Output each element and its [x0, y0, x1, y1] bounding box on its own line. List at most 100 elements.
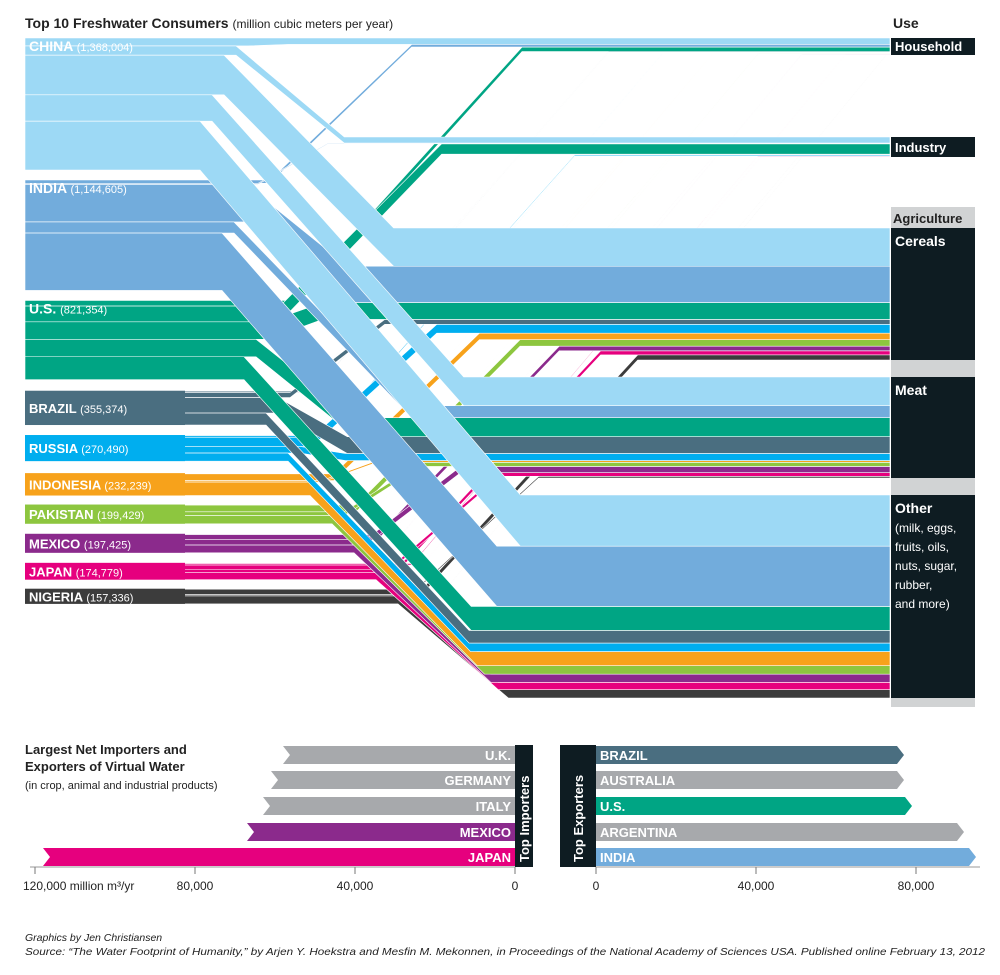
importer-bar-italy [263, 797, 515, 815]
country-band-label-bg [25, 504, 185, 524]
use-block-meat [891, 377, 975, 478]
title-main: Top 10 Freshwater Consumers [25, 15, 229, 31]
country-name: INDONESIA [29, 477, 102, 492]
exporter-bar-brazil [596, 746, 904, 764]
country-band-label-bg [25, 435, 185, 462]
country-band-label-bg [25, 473, 185, 496]
use-block-household [891, 38, 975, 55]
importer-label: JAPAN [468, 850, 511, 865]
country-value: (1,368,004) [77, 42, 133, 54]
use-label-agriculture: Agriculture [893, 211, 962, 226]
importers-label: Top Importers [517, 776, 532, 862]
importer-label: ITALY [476, 799, 512, 814]
exporter-bar-india [596, 848, 976, 866]
exporters-label: Top Exporters [571, 775, 586, 862]
importer-label: U.K. [485, 748, 511, 763]
country-name: BRAZIL [29, 401, 77, 416]
other-note-line: rubber, [895, 578, 932, 592]
flow-india-other [24, 232, 891, 607]
country-name: JAPAN [29, 564, 72, 579]
importer-bar-mexico [247, 823, 515, 841]
use-label-cereals: Cereals [895, 233, 946, 249]
other-note-line: fruits, oils, [895, 540, 949, 554]
exporter-label: AUSTRALIA [600, 773, 676, 788]
country-label: NIGERIA (157,336) [29, 589, 133, 604]
country-value: (821,354) [60, 304, 107, 316]
exporter-label: U.S. [600, 799, 625, 814]
country-label: JAPAN (174,779) [29, 564, 123, 579]
importer-label: MEXICO [460, 825, 511, 840]
bottom-title-line: Largest Net Importers and [25, 742, 187, 757]
other-note-line: nuts, sugar, [895, 559, 957, 573]
importer-bar-japan [43, 848, 515, 866]
chart-title: Top 10 Freshwater Consumers (million cub… [25, 15, 393, 31]
use-blocks: Household Industry Agriculture Cereals Meat O… [891, 38, 975, 707]
country-value: (197,425) [84, 539, 131, 551]
exporter-tick-label: 40,000 [738, 879, 775, 893]
use-label-meat: Meat [895, 382, 927, 398]
use-block-industry [891, 137, 975, 157]
importers-header-box [515, 745, 533, 867]
bottom-title-line: Exporters of Virtual Water [25, 759, 185, 774]
importer-tick-label: 80,000 [177, 879, 214, 893]
country-label: INDIA (1,144,605) [29, 180, 127, 196]
country-label: RUSSIA (270,490) [29, 441, 128, 456]
exporters-header-box [560, 745, 596, 867]
importer-bar-uk [283, 746, 515, 764]
country-band-label-bg [25, 562, 185, 580]
country-label: INDONESIA (232,239) [29, 477, 151, 492]
use-block-other [891, 495, 975, 698]
country-label: BRAZIL (355,374) [29, 401, 127, 416]
country-value: (174,779) [76, 567, 123, 579]
country-label: U.S. (821,354) [29, 300, 107, 316]
exporter-bar-australia [596, 771, 904, 789]
country-value: (1,144,605) [70, 184, 126, 196]
flow-us-other [24, 356, 891, 631]
importer-label: GERMANY [445, 773, 512, 788]
country-labels: CHINA (1,368,004) INDIA (1,144,605) U.S. (… [25, 38, 185, 604]
other-note-line: (milk, eggs, [895, 521, 956, 535]
country-name: PAKISTAN [29, 507, 94, 522]
exporter-tick-label: 0 [593, 879, 600, 893]
use-label-household: Household [895, 39, 962, 54]
exporter-tick-label: 80,000 [898, 879, 935, 893]
country-value: (270,490) [81, 444, 128, 456]
importer-tick-label: 0 [512, 879, 519, 893]
country-band-label-bg [25, 533, 185, 553]
importer-tick-label: 120,000 million m³/yr [23, 879, 134, 893]
title-subtitle: (million cubic meters per year) [232, 17, 393, 31]
exporter-label: BRAZIL [600, 748, 648, 763]
credit-graphics: Graphics by Jen Christiansen [25, 932, 162, 944]
use-header: Use [893, 15, 919, 31]
country-label: CHINA (1,368,004) [29, 38, 133, 54]
country-band-label-bg [25, 390, 185, 426]
country-name: CHINA [29, 38, 73, 54]
flow-china-other [24, 120, 891, 547]
country-name: MEXICO [29, 536, 80, 551]
country-label: MEXICO (197,425) [29, 536, 131, 551]
country-label: PAKISTAN (199,429) [29, 507, 144, 522]
country-value: (232,239) [104, 480, 151, 492]
use-label-other: Other [895, 500, 933, 516]
country-value: (157,336) [86, 592, 133, 604]
virtual-water-chart: Largest Net Importers and Exporters of Vi… [23, 742, 980, 893]
exporter-bar-us [596, 797, 912, 815]
exporter-label: ARGENTINA [600, 825, 678, 840]
use-block-cereals [891, 228, 975, 360]
exporter-bar-argentina [596, 823, 964, 841]
importer-bar-germany [271, 771, 515, 789]
country-value: (355,374) [80, 404, 127, 416]
exporter-label: INDIA [600, 850, 636, 865]
use-label-industry: Industry [895, 140, 947, 155]
country-name: U.S. [29, 300, 56, 316]
country-value: (199,429) [97, 510, 144, 522]
credit-source: Source: “The Water Footprint of Humanity… [25, 946, 985, 958]
country-name: RUSSIA [29, 441, 79, 456]
country-band-label-bg [25, 588, 185, 604]
importer-tick-label: 40,000 [337, 879, 374, 893]
country-name: INDIA [29, 180, 67, 196]
bottom-subtitle: (in crop, animal and industrial products… [25, 780, 218, 792]
country-name: NIGERIA [29, 589, 84, 604]
